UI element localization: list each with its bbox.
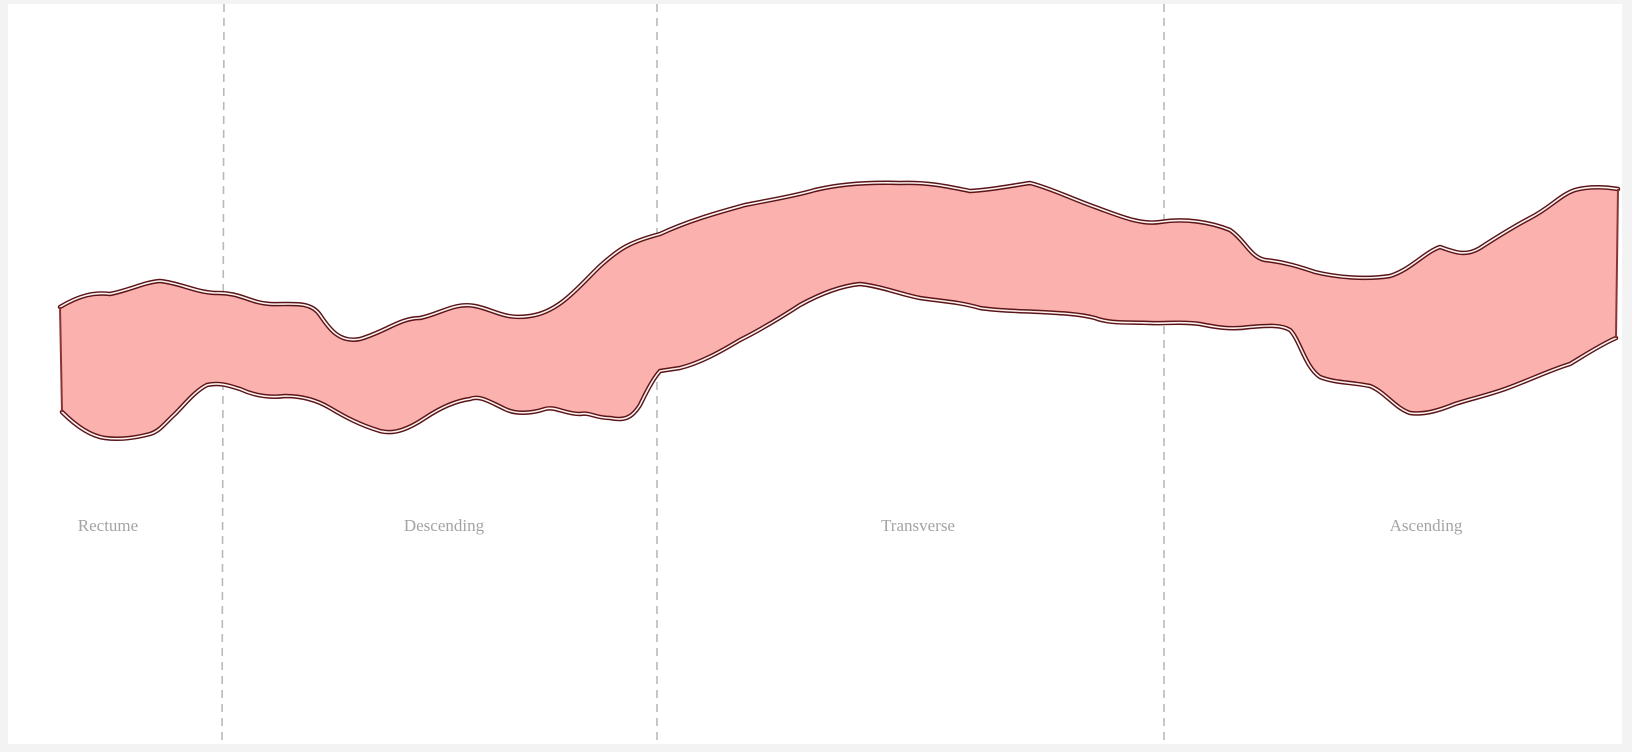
- segment-label-rectum: Rectume: [78, 516, 138, 535]
- segment-labels: Rectume Descending Transverse Ascending: [78, 516, 1463, 535]
- segment-label-transverse: Transverse: [881, 516, 955, 535]
- segment-label-descending: Descending: [404, 516, 485, 535]
- segment-label-ascending: Ascending: [1390, 516, 1463, 535]
- colon-right-edge: [1615, 188, 1619, 339]
- colon-wall-top-highlight: [59, 181, 1619, 341]
- colon-wall-bottom-highlight: [61, 283, 1617, 440]
- colon-band: [57, 180, 1621, 442]
- colon-lumen: [60, 182, 1618, 439]
- colon-left-edge: [59, 306, 63, 413]
